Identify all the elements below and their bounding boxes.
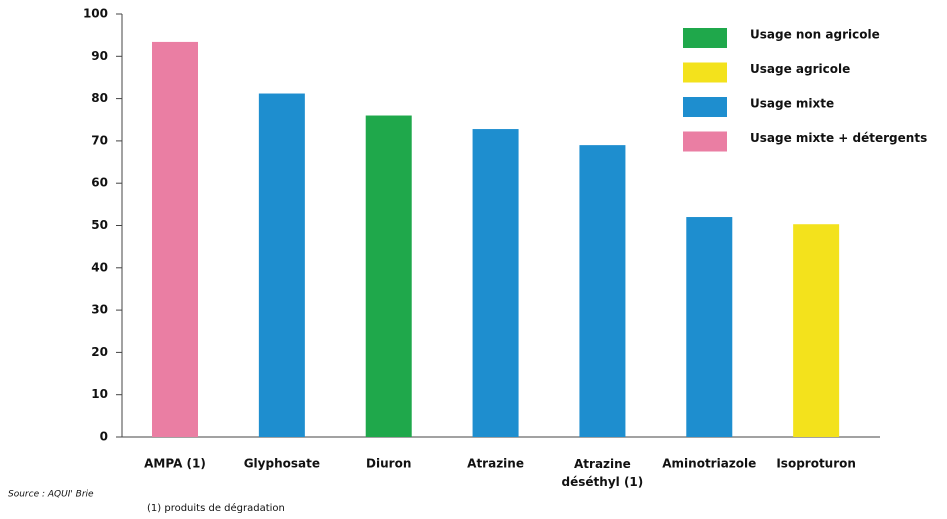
legend-label: Usage non agricole: [750, 28, 880, 42]
bar: [579, 145, 626, 437]
bar: [793, 224, 840, 437]
x-tick-label: Diuron: [366, 457, 411, 471]
y-tick-label: 50: [91, 218, 108, 232]
legend-swatch: [683, 131, 727, 152]
y-tick-label: 10: [91, 387, 108, 401]
legend-label: Usage agricole: [750, 62, 850, 76]
x-tick-label: Aminotriazole: [662, 457, 756, 471]
source: Source : AQUI' Brie: [8, 490, 94, 500]
bar: [686, 217, 733, 437]
legend-label: Usage mixte + détergents: [750, 131, 927, 145]
x-tick-label: Isoproturon: [776, 457, 856, 471]
y-tick-label: 60: [91, 176, 108, 190]
x-tick-label: Atrazine: [467, 457, 524, 471]
y-tick-label: 80: [91, 91, 108, 105]
y-tick-label: 0: [100, 430, 108, 444]
legend-swatch: [683, 62, 727, 83]
legend-swatch: [683, 97, 727, 117]
x-tick-label: Glyphosate: [244, 457, 320, 471]
bar: [365, 115, 412, 438]
bar: [472, 129, 519, 437]
y-tick-label: 70: [91, 133, 108, 147]
bar: [152, 41, 198, 437]
y-tick-label: 30: [91, 303, 108, 317]
x-tick-label: Atrazine déséthyl (1): [562, 457, 644, 489]
footnote: (1) produits de dégradation: [147, 502, 285, 514]
x-tick-label: AMPA (1): [144, 457, 206, 471]
legend-label: Usage mixte: [750, 97, 834, 111]
y-tick-label: 100: [83, 7, 108, 21]
bar: [258, 93, 305, 438]
y-tick-label: 40: [91, 260, 108, 274]
legend-swatch: [683, 28, 727, 48]
y-tick-label: 90: [91, 49, 108, 63]
y-tick-label: 20: [91, 345, 108, 359]
